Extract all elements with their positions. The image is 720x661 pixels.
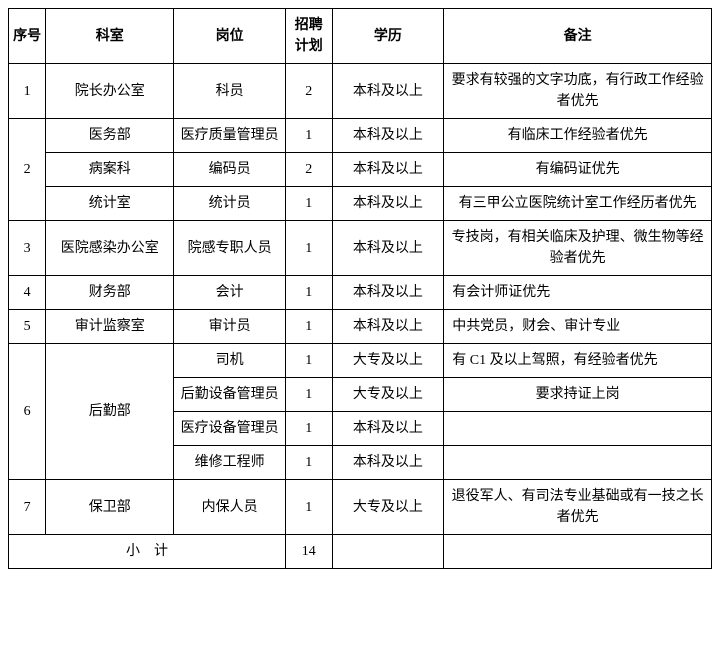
table-row: 2 医务部 医疗质量管理员 1 本科及以上 有临床工作经验者优先 (9, 119, 712, 153)
cell-note: 有三甲公立医院统计室工作经历者优先 (444, 187, 712, 221)
cell-seq: 6 (9, 344, 46, 480)
subtotal-plan: 14 (285, 535, 332, 569)
cell-edu: 本科及以上 (332, 187, 444, 221)
cell-note (444, 412, 712, 446)
cell-dept: 院长办公室 (46, 64, 174, 119)
cell-note: 中共党员，财会、审计专业 (444, 310, 712, 344)
cell-pos: 院感专职人员 (174, 221, 286, 276)
cell-pos: 科员 (174, 64, 286, 119)
cell-note: 有 C1 及以上驾照，有经验者优先 (444, 344, 712, 378)
cell-plan: 1 (285, 221, 332, 276)
header-pos: 岗位 (174, 9, 286, 64)
cell-seq: 7 (9, 480, 46, 535)
cell-edu: 本科及以上 (332, 412, 444, 446)
table-row: 统计室 统计员 1 本科及以上 有三甲公立医院统计室工作经历者优先 (9, 187, 712, 221)
subtotal-note (444, 535, 712, 569)
cell-dept: 医务部 (46, 119, 174, 153)
cell-pos: 医疗设备管理员 (174, 412, 286, 446)
cell-pos: 维修工程师 (174, 446, 286, 480)
cell-plan: 1 (285, 344, 332, 378)
cell-seq: 1 (9, 64, 46, 119)
cell-pos: 司机 (174, 344, 286, 378)
cell-edu: 本科及以上 (332, 221, 444, 276)
cell-plan: 1 (285, 187, 332, 221)
cell-edu: 大专及以上 (332, 480, 444, 535)
table-row: 4 财务部 会计 1 本科及以上 有会计师证优先 (9, 276, 712, 310)
cell-dept: 保卫部 (46, 480, 174, 535)
recruitment-table: 序号 科室 岗位 招聘计划 学历 备注 1 院长办公室 科员 2 本科及以上 要… (8, 8, 712, 569)
cell-pos: 统计员 (174, 187, 286, 221)
cell-edu: 本科及以上 (332, 153, 444, 187)
subtotal-row: 小 计 14 (9, 535, 712, 569)
cell-plan: 1 (285, 412, 332, 446)
cell-plan: 1 (285, 378, 332, 412)
cell-pos: 内保人员 (174, 480, 286, 535)
header-note: 备注 (444, 9, 712, 64)
header-seq: 序号 (9, 9, 46, 64)
cell-seq: 4 (9, 276, 46, 310)
cell-edu: 本科及以上 (332, 64, 444, 119)
table-row: 3 医院感染办公室 院感专职人员 1 本科及以上 专技岗，有相关临床及护理、微生… (9, 221, 712, 276)
cell-plan: 2 (285, 64, 332, 119)
cell-pos: 会计 (174, 276, 286, 310)
cell-note: 要求持证上岗 (444, 378, 712, 412)
cell-seq: 5 (9, 310, 46, 344)
cell-pos: 编码员 (174, 153, 286, 187)
cell-dept: 财务部 (46, 276, 174, 310)
cell-pos: 审计员 (174, 310, 286, 344)
cell-pos: 医疗质量管理员 (174, 119, 286, 153)
cell-dept: 统计室 (46, 187, 174, 221)
table-row: 6 后勤部 司机 1 大专及以上 有 C1 及以上驾照，有经验者优先 (9, 344, 712, 378)
cell-edu: 大专及以上 (332, 344, 444, 378)
cell-note: 退役军人、有司法专业基础或有一技之长者优先 (444, 480, 712, 535)
cell-dept: 审计监察室 (46, 310, 174, 344)
header-edu: 学历 (332, 9, 444, 64)
cell-dept: 医院感染办公室 (46, 221, 174, 276)
subtotal-label: 小 计 (9, 535, 286, 569)
header-plan: 招聘计划 (285, 9, 332, 64)
cell-plan: 1 (285, 480, 332, 535)
cell-pos: 后勤设备管理员 (174, 378, 286, 412)
cell-plan: 1 (285, 119, 332, 153)
subtotal-edu (332, 535, 444, 569)
cell-edu: 本科及以上 (332, 119, 444, 153)
cell-plan: 1 (285, 310, 332, 344)
cell-note: 要求有较强的文字功底，有行政工作经验者优先 (444, 64, 712, 119)
cell-plan: 2 (285, 153, 332, 187)
cell-edu: 本科及以上 (332, 310, 444, 344)
header-dept: 科室 (46, 9, 174, 64)
cell-note: 有编码证优先 (444, 153, 712, 187)
cell-plan: 1 (285, 276, 332, 310)
cell-seq: 3 (9, 221, 46, 276)
cell-note (444, 446, 712, 480)
cell-note: 专技岗，有相关临床及护理、微生物等经验者优先 (444, 221, 712, 276)
cell-dept: 病案科 (46, 153, 174, 187)
cell-edu: 大专及以上 (332, 378, 444, 412)
cell-edu: 本科及以上 (332, 276, 444, 310)
cell-seq: 2 (9, 119, 46, 221)
table-header-row: 序号 科室 岗位 招聘计划 学历 备注 (9, 9, 712, 64)
table-row: 5 审计监察室 审计员 1 本科及以上 中共党员，财会、审计专业 (9, 310, 712, 344)
cell-edu: 本科及以上 (332, 446, 444, 480)
table-row: 1 院长办公室 科员 2 本科及以上 要求有较强的文字功底，有行政工作经验者优先 (9, 64, 712, 119)
cell-note: 有会计师证优先 (444, 276, 712, 310)
table-row: 病案科 编码员 2 本科及以上 有编码证优先 (9, 153, 712, 187)
table-row: 7 保卫部 内保人员 1 大专及以上 退役军人、有司法专业基础或有一技之长者优先 (9, 480, 712, 535)
cell-note: 有临床工作经验者优先 (444, 119, 712, 153)
cell-dept: 后勤部 (46, 344, 174, 480)
cell-plan: 1 (285, 446, 332, 480)
